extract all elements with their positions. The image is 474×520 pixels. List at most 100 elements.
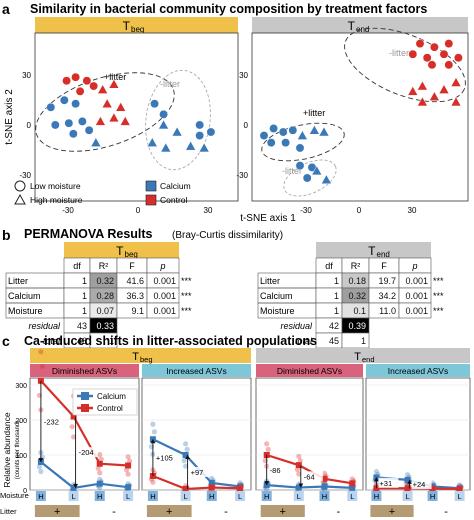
tsne-point-control-triangle [108, 78, 120, 89]
tsne-point-calcium-circle [71, 99, 81, 109]
moisture-tick: H [38, 492, 43, 501]
subfacet-strip [142, 364, 251, 377]
legend-panel-c: Calcium Control [72, 388, 138, 416]
table-cell-value: 0.1 [353, 306, 366, 316]
litter-minus-label: - [112, 506, 116, 518]
series-marker-control [125, 462, 132, 469]
table-significance: *** [181, 291, 192, 301]
series-marker-control [182, 485, 189, 492]
shift-arrow-head [185, 455, 191, 459]
replicate-point [95, 465, 101, 471]
series-marker-calcium [70, 484, 77, 491]
tsne-points-beg [46, 72, 216, 153]
table-cell-value: 0.001 [153, 291, 176, 301]
replicate-point [71, 434, 77, 440]
replicate-point [97, 470, 103, 476]
facet-sub-beg: beg [131, 25, 144, 34]
facet-label-beg: T [123, 19, 131, 33]
series-marker-control [456, 485, 463, 492]
facet-c-beg-sub: beg [140, 355, 153, 364]
shift-label-bg [302, 471, 323, 482]
table-cell-value: 9.1 [131, 306, 144, 316]
legend-control: Control [160, 195, 188, 205]
tsne-point-calcium-circle [50, 120, 60, 130]
y-tick-label-c: 300 [15, 383, 27, 390]
x-tick-neg30: -30 [62, 206, 74, 215]
tsne-point-control-triangle [450, 96, 462, 107]
tsne-point-calcium-circle [206, 127, 216, 137]
tsne-point-control-circle [89, 81, 99, 91]
moisture-tick: L [406, 492, 410, 501]
replicate-point [264, 441, 270, 447]
moisture-swatch [123, 491, 134, 501]
replicate-point [38, 349, 44, 355]
litter-minus-label: - [337, 506, 341, 518]
table-cell-value: 42 [329, 321, 339, 331]
tsne-point-calcium-circle [259, 131, 269, 141]
moisture-tick: H [264, 492, 269, 501]
tsne-point-control-circle [422, 53, 432, 63]
tsne-point-control-triangle [450, 77, 462, 87]
replicate-point [209, 475, 215, 482]
subfacet-label: Diminished ASVs [277, 366, 342, 376]
table-cell-value: 0.32 [348, 291, 366, 301]
panel-a-title: Similarity in bacterial community compos… [30, 2, 427, 16]
legend-c-control-swatch [81, 404, 89, 412]
tsne-point-calcium-triangle [198, 142, 210, 153]
moisture-swatch [206, 491, 217, 501]
table-cell-value: 46 [77, 336, 87, 346]
table-cell-value: 45 [329, 336, 339, 346]
tsne-point-calcium-triangle [311, 165, 323, 176]
table-row-label: Moisture [8, 306, 43, 316]
moisture-tick: H [430, 492, 435, 501]
table-cell-value: 0.001 [153, 276, 176, 286]
tsne-point-control-circle [82, 76, 92, 86]
table-cell-value: 0.33 [96, 321, 114, 331]
shift-arrow-head [298, 483, 304, 488]
tsne-point-calcium-triangle [320, 174, 332, 185]
shift-annotation: +105 [156, 454, 173, 463]
series-marker-calcium [404, 476, 411, 483]
series-line-control [40, 380, 129, 467]
tsne-point-control-circle [453, 53, 463, 63]
series-marker-calcium [125, 484, 132, 491]
shift-annotation: +31 [379, 479, 392, 488]
moisture-swatch [293, 491, 304, 501]
tsne-point-calcium-triangle [90, 137, 102, 147]
table-cell-value: 0.28 [96, 291, 114, 301]
tsne-point-calcium-circle [59, 95, 69, 105]
table-row-label: Litter [8, 276, 28, 286]
series-marker-control [295, 462, 302, 469]
tsne-point-calcium-circle [46, 102, 56, 112]
x-axis-label: t-SNE axis 1 [240, 213, 296, 224]
litter-plus-label: + [389, 506, 395, 518]
table-header-3: p [411, 261, 417, 271]
shift-label-bg [42, 416, 63, 427]
litter-minus-label: - [444, 506, 448, 518]
litter-plus-bar [146, 505, 192, 517]
tsne-point-control-triangle [97, 84, 109, 94]
table-facet-strip [316, 242, 431, 258]
replicate-point [97, 476, 103, 482]
table-header-0: df [73, 261, 81, 271]
tsne-point-calcium-triangle [146, 137, 158, 147]
tsne-point-calcium-triangle [296, 130, 308, 140]
table-cell-value: 0.001 [405, 276, 428, 286]
tsne-point-calcium-circle [266, 138, 276, 148]
tsne-point-calcium-circle [159, 109, 169, 119]
replicate-point [296, 453, 302, 459]
series-line-calcium [266, 484, 353, 489]
tsne-point-calcium-circle [68, 129, 78, 139]
panel-c-letter: c [2, 333, 10, 349]
moisture-tick: L [72, 492, 76, 501]
tsne-frame-beg [34, 32, 239, 202]
series-marker-control [208, 484, 215, 491]
table-cell-value: 1 [334, 306, 339, 316]
replicate-point [373, 468, 379, 475]
table-header-1: R² [351, 261, 361, 271]
shift-annotation: -86 [270, 466, 281, 475]
table-header-3: p [159, 261, 165, 271]
shift-arrow-head [407, 479, 413, 484]
replicate-point [349, 476, 355, 482]
